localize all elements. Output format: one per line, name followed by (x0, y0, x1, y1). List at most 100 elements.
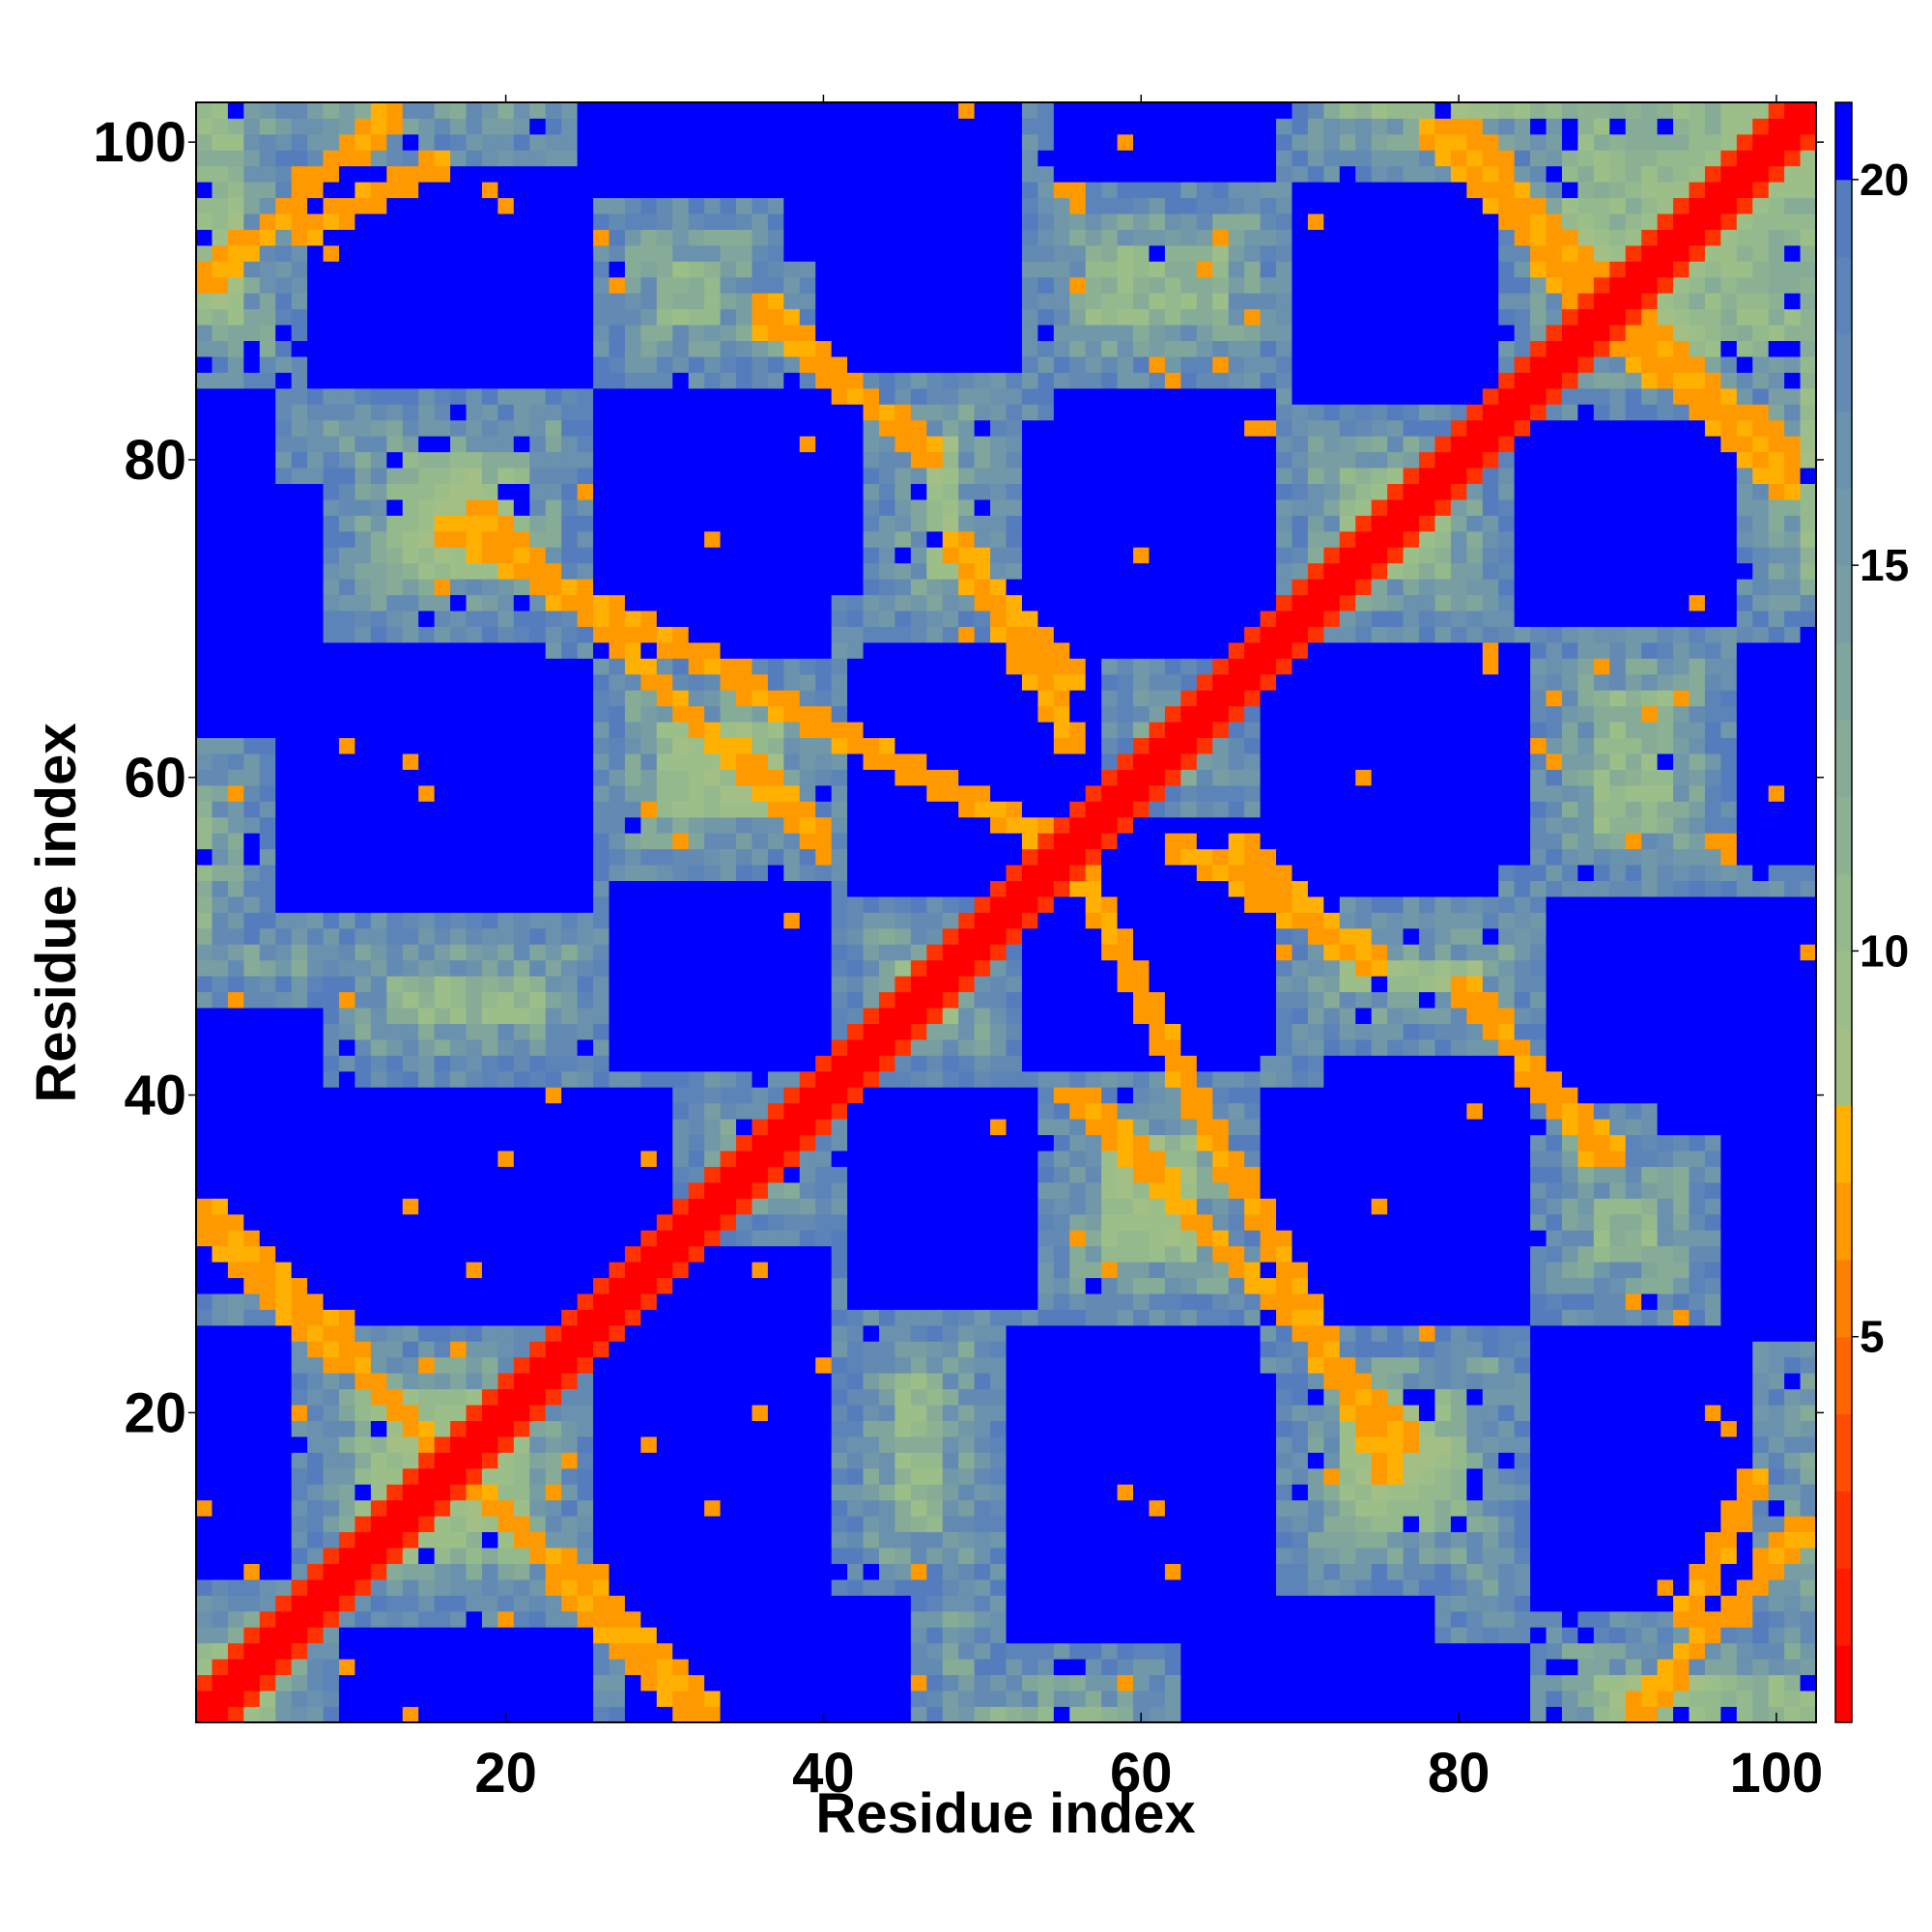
heatmap-cell (720, 1277, 737, 1294)
heatmap-cell (609, 1467, 626, 1485)
heatmap-cell (878, 1262, 895, 1279)
heatmap-cell (1720, 1516, 1738, 1533)
heatmap-cell (1149, 1230, 1166, 1247)
heatmap-cell (831, 1642, 848, 1660)
heatmap-cell (481, 1467, 498, 1485)
heatmap-cell (1101, 1055, 1118, 1072)
heatmap-cell (513, 1356, 530, 1374)
heatmap-cell (513, 1182, 530, 1199)
heatmap-cell (1530, 1642, 1547, 1660)
heatmap-cell (942, 1213, 959, 1231)
heatmap-cell (593, 1388, 610, 1406)
heatmap-cell (958, 1293, 976, 1310)
heatmap-cell (640, 1262, 658, 1279)
heatmap-cell (1323, 944, 1341, 961)
heatmap-cell (1561, 1356, 1578, 1374)
heatmap-cell (497, 1356, 515, 1374)
heatmap-cell (958, 1039, 976, 1056)
heatmap-cell (1561, 1055, 1578, 1072)
heatmap-cell (529, 1213, 547, 1231)
heatmap-cell (1180, 991, 1198, 1009)
heatmap-cell (1768, 1087, 1785, 1104)
heatmap-cell (1053, 1452, 1070, 1469)
heatmap-cell (1530, 1484, 1547, 1501)
heatmap-cell (593, 1516, 610, 1533)
heatmap-cell (338, 1563, 355, 1580)
heatmap-cell (577, 1405, 594, 1422)
heatmap-cell (1323, 1262, 1341, 1279)
heatmap-cell (227, 1388, 244, 1406)
heatmap-cell (1149, 1467, 1166, 1485)
heatmap-cell (1149, 1119, 1166, 1136)
heatmap-cell (577, 1531, 594, 1548)
heatmap-cell (831, 1262, 848, 1279)
heatmap-cell (1609, 1516, 1627, 1533)
heatmap-cell (1069, 1151, 1087, 1167)
heatmap-cell (1292, 1674, 1309, 1691)
heatmap-cell (513, 1309, 530, 1326)
heatmap-cell (1784, 1548, 1801, 1564)
heatmap-cell (1387, 1531, 1404, 1548)
heatmap-cell (1355, 1484, 1373, 1501)
heatmap-cell (1546, 1245, 1563, 1263)
heatmap-cell (704, 1309, 721, 1326)
heatmap-cell (1355, 1324, 1373, 1342)
heatmap-cell (466, 991, 483, 1009)
heatmap-cell (878, 1151, 895, 1167)
heatmap-cell (418, 1706, 436, 1723)
heatmap-cell (1689, 1151, 1706, 1167)
heatmap-cell (974, 1420, 991, 1437)
heatmap-cell (529, 1230, 547, 1247)
heatmap-cell (1784, 1134, 1801, 1151)
heatmap-cell (1323, 1151, 1341, 1167)
heatmap-cell (1784, 1690, 1801, 1707)
heatmap-cell (545, 1659, 562, 1676)
heatmap-cell (1689, 1245, 1706, 1263)
heatmap-cell (529, 1610, 547, 1628)
heatmap-cell (878, 1579, 895, 1596)
heatmap-cell (243, 1119, 261, 1136)
heatmap-cell (624, 1070, 641, 1088)
heatmap-cell (1704, 1356, 1721, 1374)
heatmap-cell (1689, 1674, 1706, 1691)
heatmap-cell (1323, 1610, 1341, 1628)
heatmap-cell (1435, 1499, 1452, 1517)
heatmap-cell (1180, 1595, 1198, 1612)
heatmap-cell (323, 1198, 340, 1215)
heatmap-cell (1561, 1659, 1578, 1676)
heatmap-cell (1466, 1373, 1484, 1390)
heatmap-cell (402, 1070, 419, 1088)
heatmap-cell (1784, 1070, 1801, 1088)
heatmap-cell (958, 1690, 976, 1707)
heatmap-cell (1593, 1610, 1610, 1628)
heatmap-cell (720, 1213, 737, 1231)
heatmap-cell (450, 1610, 467, 1628)
heatmap-cell (529, 1373, 547, 1390)
heatmap-cell (974, 1467, 991, 1485)
heatmap-cell (799, 976, 816, 993)
heatmap-cell (1418, 1690, 1435, 1707)
heatmap-cell (355, 1563, 372, 1580)
heatmap-cell (974, 1008, 991, 1024)
heatmap-cell (1609, 1277, 1627, 1294)
heatmap-cell (895, 1341, 912, 1358)
heatmap-cell (450, 1341, 467, 1358)
heatmap-cell (720, 1198, 737, 1215)
heatmap-cell (1117, 1516, 1134, 1533)
heatmap-cell (307, 1563, 324, 1580)
heatmap-cell (1307, 1373, 1324, 1390)
heatmap-cell (275, 1055, 293, 1072)
heatmap-cell (1085, 1309, 1102, 1326)
heatmap-cell (847, 976, 864, 993)
heatmap-cell (783, 1182, 801, 1199)
heatmap-cell (1053, 1087, 1070, 1104)
heatmap-cell (1514, 959, 1531, 977)
heatmap-cell (688, 1182, 705, 1199)
heatmap-cell (640, 1039, 658, 1056)
heatmap-cell (1101, 1198, 1118, 1215)
heatmap-cell (1657, 1531, 1674, 1548)
heatmap-cell (307, 1627, 324, 1644)
heatmap-cell (1514, 1324, 1531, 1342)
heatmap-cell (847, 1151, 864, 1167)
heatmap-cell (1307, 1293, 1324, 1310)
